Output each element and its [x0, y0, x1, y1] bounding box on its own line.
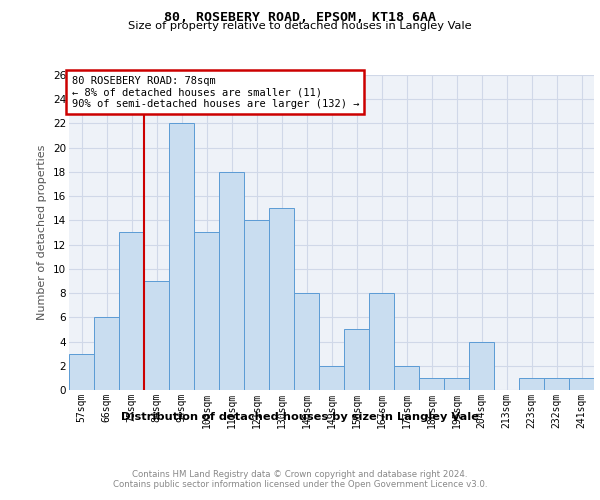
Bar [219, 172, 244, 390]
Bar [444, 378, 469, 390]
Y-axis label: Number of detached properties: Number of detached properties [37, 145, 47, 320]
Bar [144, 281, 169, 390]
Bar [319, 366, 344, 390]
Bar [469, 342, 494, 390]
Bar [119, 232, 144, 390]
Text: Distribution of detached houses by size in Langley Vale: Distribution of detached houses by size … [121, 412, 479, 422]
Text: Contains HM Land Registry data © Crown copyright and database right 2024.
Contai: Contains HM Land Registry data © Crown c… [113, 470, 487, 489]
Bar [294, 293, 319, 390]
Text: Size of property relative to detached houses in Langley Vale: Size of property relative to detached ho… [128, 21, 472, 31]
Bar [419, 378, 444, 390]
Bar [69, 354, 94, 390]
Bar [269, 208, 294, 390]
Bar [544, 378, 569, 390]
Bar [519, 378, 544, 390]
Text: 80 ROSEBERY ROAD: 78sqm
← 8% of detached houses are smaller (11)
90% of semi-det: 80 ROSEBERY ROAD: 78sqm ← 8% of detached… [71, 76, 359, 109]
Bar [169, 124, 194, 390]
Text: 80, ROSEBERY ROAD, EPSOM, KT18 6AA: 80, ROSEBERY ROAD, EPSOM, KT18 6AA [164, 11, 436, 24]
Bar [94, 318, 119, 390]
Bar [344, 330, 369, 390]
Bar [194, 232, 219, 390]
Bar [569, 378, 594, 390]
Bar [394, 366, 419, 390]
Bar [244, 220, 269, 390]
Bar [369, 293, 394, 390]
